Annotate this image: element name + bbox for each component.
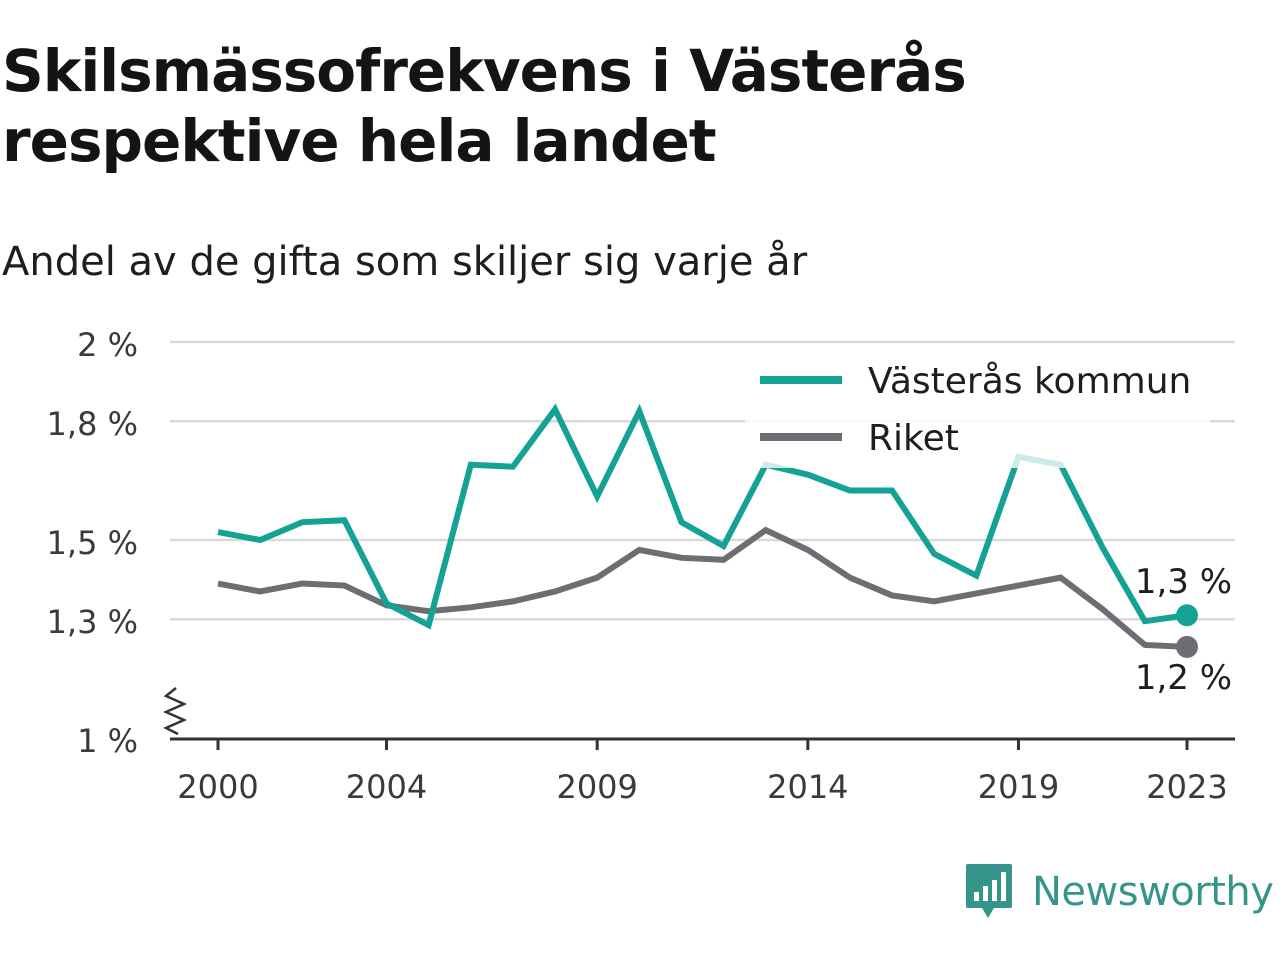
- x-tick-label: 2004: [346, 768, 427, 806]
- x-tick-label: 2023: [1146, 768, 1227, 806]
- x-tick-label: 2019: [978, 768, 1059, 806]
- y-tick-label: 1 %: [77, 722, 138, 760]
- newsworthy-logo: Newsworthy: [964, 862, 1274, 922]
- x-tick-label: 2000: [177, 768, 258, 806]
- legend-label: Riket: [868, 418, 959, 459]
- end-label: 1,3 %: [1135, 562, 1232, 602]
- series-line: [217, 526, 1188, 650]
- y-tick-label: 1,8 %: [47, 405, 138, 443]
- y-axis-ticks: 1 % 1,3 % 1,5 % 1,8 % 2 %: [47, 326, 138, 760]
- x-tick-label: 2014: [767, 768, 848, 806]
- series-end-point: [1176, 604, 1198, 627]
- newsworthy-logo-icon: [966, 864, 1012, 918]
- chart-subtitle: Andel av de gifta som skiljer sig varje …: [2, 239, 808, 285]
- series-end-point: [1176, 635, 1198, 658]
- x-axis: 2000 2004 2009 2014 2019 2023: [162, 687, 1235, 806]
- legend: Västerås kommun Riket: [745, 350, 1210, 468]
- x-tick-label: 2009: [556, 768, 637, 806]
- end-labels: 1,3 % 1,2 %: [1135, 562, 1232, 698]
- legend-label: Västerås kommun: [868, 361, 1191, 402]
- y-tick-label: 1,3 %: [47, 603, 138, 641]
- chart-title: Skilsmässofrekvens i Västerås respektive…: [2, 37, 967, 175]
- legend-background: [745, 350, 1210, 468]
- y-tick-label: 1,5 %: [47, 524, 138, 562]
- end-label: 1,2 %: [1135, 658, 1232, 698]
- newsworthy-logo-text: Newsworthy: [1032, 869, 1274, 915]
- axis-break-icon: [162, 687, 188, 736]
- y-tick-label: 2 %: [77, 326, 138, 364]
